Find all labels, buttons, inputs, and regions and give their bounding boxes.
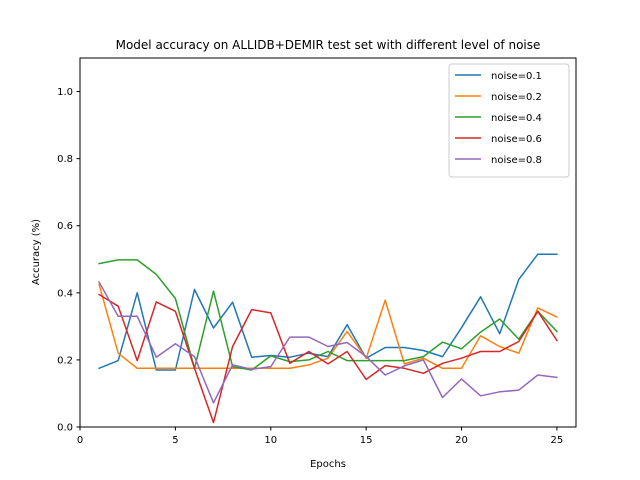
- series-line-4: [98, 293, 558, 424]
- x-tick-label: 0: [77, 435, 83, 446]
- x-tick-label: 10: [264, 435, 277, 446]
- x-tick-label: 20: [455, 435, 468, 446]
- y-tick-label: 0.6: [57, 221, 73, 232]
- y-axis-title: Accuracy (%): [31, 219, 42, 285]
- legend-label-4: noise=0.6: [491, 134, 542, 145]
- axes: 0 5 10 15 20 25 0.0 0.2 0.4 0.6 0.8 1.0: [57, 57, 577, 446]
- legend-label-1: noise=0.1: [491, 71, 542, 82]
- y-tick-label: 1.0: [57, 87, 73, 98]
- x-tick-label: 5: [172, 435, 178, 446]
- series-line-3: [98, 259, 558, 371]
- plot-area: [98, 253, 558, 424]
- series-line-1: [98, 253, 558, 371]
- y-tick-label: 0.4: [57, 288, 73, 299]
- x-tick-label: 25: [551, 435, 564, 446]
- series-line-2: [98, 283, 558, 370]
- legend-label-2: noise=0.2: [491, 92, 542, 103]
- legend-label-5: noise=0.8: [491, 155, 542, 166]
- legend: noise=0.1 noise=0.2 noise=0.4 noise=0.6 nois…: [448, 63, 570, 178]
- axes-frame: [79, 57, 577, 428]
- x-axis-title: Epochs: [310, 459, 346, 470]
- legend-label-3: noise=0.4: [491, 113, 542, 124]
- legend-box: [448, 63, 570, 178]
- y-tick-label: 0.0: [57, 423, 73, 434]
- series-line-5: [98, 281, 558, 404]
- x-tick-label: 15: [360, 435, 373, 446]
- y-tick-label: 0.2: [57, 355, 73, 366]
- y-tick-label: 0.8: [57, 154, 73, 165]
- chart-title: Model accuracy on ALLIDB+DEMIR test set …: [116, 38, 541, 52]
